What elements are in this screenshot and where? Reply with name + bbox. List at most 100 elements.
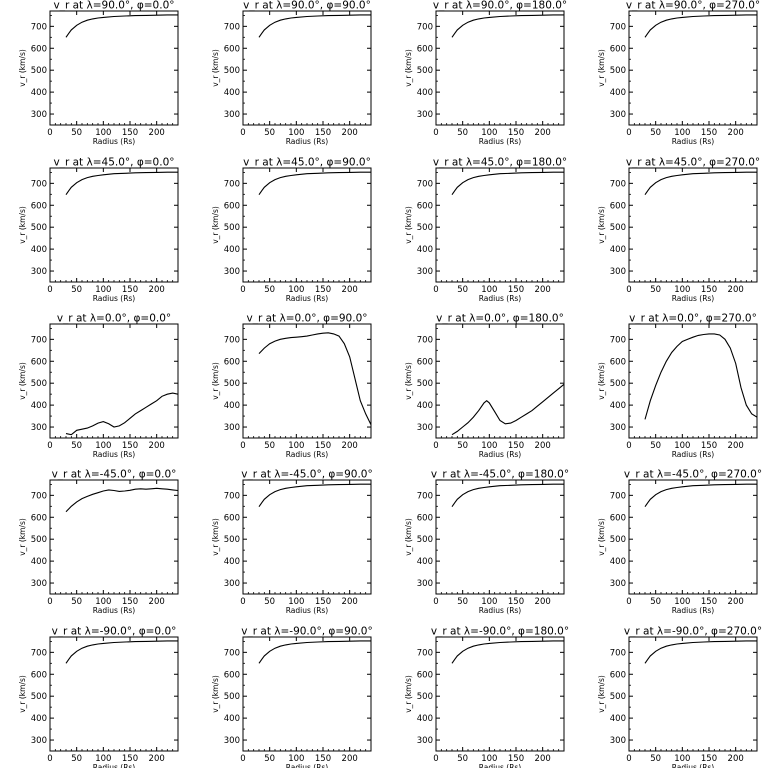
y-tick-label: 500 [31, 535, 47, 545]
x-tick-label: 150 [508, 441, 524, 451]
plot-frame [435, 167, 565, 283]
y-tick-label: 300 [31, 267, 47, 277]
panel-title: v_r at λ=-45.0°, φ=90.0° [241, 469, 372, 481]
y-axis-label: v_r (km/s) [597, 518, 606, 556]
panel-1: v_r at λ=90.0°, φ=0.0° 0 50 100 150 200 300 400… [18, 0, 179, 146]
y-tick-label: 400 [610, 557, 626, 567]
series-line [644, 14, 757, 38]
y-tick-label: 700 [224, 335, 240, 345]
panel-title: v_r at λ=45.0°, φ=180.0° [433, 157, 567, 169]
x-tick-label: 150 [122, 441, 138, 451]
series-line [258, 332, 371, 426]
x-tick-label: 50 [650, 441, 661, 451]
y-tick-label: 400 [610, 714, 626, 724]
y-axis-label: v_r (km/s) [18, 362, 27, 400]
y-tick-label: 500 [31, 66, 47, 76]
series-line [451, 171, 564, 196]
y-axis-label: v_r (km/s) [404, 518, 413, 556]
x-tick-label: 200 [149, 441, 165, 451]
x-tick-label: 50 [650, 597, 661, 607]
x-axis-label: Radius (Rs) [93, 294, 136, 303]
x-tick-label: 150 [315, 597, 331, 607]
x-tick-label: 0 [626, 754, 631, 764]
panel-title: v_r at λ=-90.0°, φ=180.0° [431, 626, 569, 638]
y-tick-label: 600 [610, 201, 626, 211]
x-tick-label: 100 [481, 597, 497, 607]
y-tick-label: 300 [610, 736, 626, 746]
y-tick-label: 600 [224, 201, 240, 211]
y-tick-label: 400 [31, 245, 47, 255]
series-line [65, 14, 178, 38]
y-axis-label: v_r (km/s) [211, 49, 220, 87]
series-line [644, 483, 757, 508]
y-tick-label: 700 [610, 22, 626, 32]
x-tick-label: 0 [240, 441, 245, 451]
plot-frame [242, 10, 372, 126]
x-tick-label: 50 [457, 128, 468, 138]
panel-15: v_r at λ=-45.0°, φ=180.0° 0 50 100 150 200 300… [404, 469, 569, 616]
x-tick-label: 0 [433, 285, 438, 295]
x-tick-label: 150 [122, 597, 138, 607]
x-tick-label: 200 [728, 285, 744, 295]
y-tick-label: 300 [417, 267, 433, 277]
x-tick-label: 200 [535, 128, 551, 138]
x-tick-label: 50 [457, 441, 468, 451]
x-tick-label: 0 [626, 128, 631, 138]
y-tick-label: 500 [224, 379, 240, 389]
x-axis-label: Radius (Rs) [93, 450, 136, 459]
y-tick-label: 700 [31, 335, 47, 345]
y-tick-label: 400 [417, 401, 433, 411]
panel-18: v_r at λ=-90.0°, φ=90.0° 0 50 100 150 200 300 4… [211, 626, 373, 768]
panel-11: v_r at λ=0.0°, φ=180.0° 0 50 100 150 200 300 40… [404, 313, 565, 459]
series-line [65, 487, 178, 513]
y-tick-label: 700 [224, 491, 240, 501]
x-tick-label: 0 [626, 441, 631, 451]
x-tick-label: 50 [650, 754, 661, 764]
x-tick-label: 50 [264, 754, 275, 764]
panel-title: v_r at λ=-45.0°, φ=180.0° [431, 469, 569, 481]
y-tick-label: 600 [417, 357, 433, 367]
y-tick-label: 700 [417, 179, 433, 189]
x-tick-label: 200 [149, 285, 165, 295]
y-tick-label: 400 [417, 714, 433, 724]
x-tick-label: 50 [71, 128, 82, 138]
y-tick-label: 400 [417, 88, 433, 98]
panel-19: v_r at λ=-90.0°, φ=180.0° 0 50 100 150 200 300… [404, 626, 569, 768]
plot-frame [628, 167, 758, 283]
x-tick-label: 100 [95, 285, 111, 295]
panel-3: v_r at λ=90.0°, φ=180.0° 0 50 100 150 200 300 4… [404, 0, 567, 146]
y-tick-label: 400 [610, 88, 626, 98]
plot-frame [49, 167, 179, 283]
x-tick-label: 100 [481, 128, 497, 138]
panel-title: v_r at λ=0.0°, φ=270.0° [629, 313, 757, 325]
x-tick-label: 0 [47, 128, 52, 138]
x-tick-label: 150 [122, 128, 138, 138]
series-line [258, 483, 371, 508]
x-tick-label: 150 [508, 285, 524, 295]
x-axis-label: Radius (Rs) [672, 137, 715, 146]
y-tick-label: 600 [31, 201, 47, 211]
y-tick-label: 500 [31, 379, 47, 389]
y-tick-label: 700 [224, 648, 240, 658]
y-tick-label: 600 [610, 670, 626, 680]
x-axis-label: Radius (Rs) [672, 763, 715, 768]
y-tick-label: 700 [417, 648, 433, 658]
x-tick-label: 200 [342, 128, 358, 138]
x-tick-label: 50 [71, 754, 82, 764]
x-tick-label: 200 [535, 597, 551, 607]
y-tick-label: 700 [610, 648, 626, 658]
y-tick-label: 600 [224, 670, 240, 680]
y-tick-label: 300 [224, 579, 240, 589]
panel-14: v_r at λ=-45.0°, φ=90.0° 0 50 100 150 200 300 4… [211, 469, 373, 616]
x-axis-label: Radius (Rs) [286, 450, 329, 459]
y-tick-label: 600 [31, 513, 47, 523]
y-tick-label: 700 [31, 648, 47, 658]
panel-title: v_r at λ=45.0°, φ=90.0° [243, 157, 371, 169]
y-tick-label: 600 [31, 357, 47, 367]
y-tick-label: 400 [31, 401, 47, 411]
y-axis-label: v_r (km/s) [18, 49, 27, 87]
x-tick-label: 50 [264, 128, 275, 138]
series-line [644, 171, 757, 196]
y-axis-label: v_r (km/s) [18, 206, 27, 244]
y-tick-label: 300 [610, 267, 626, 277]
